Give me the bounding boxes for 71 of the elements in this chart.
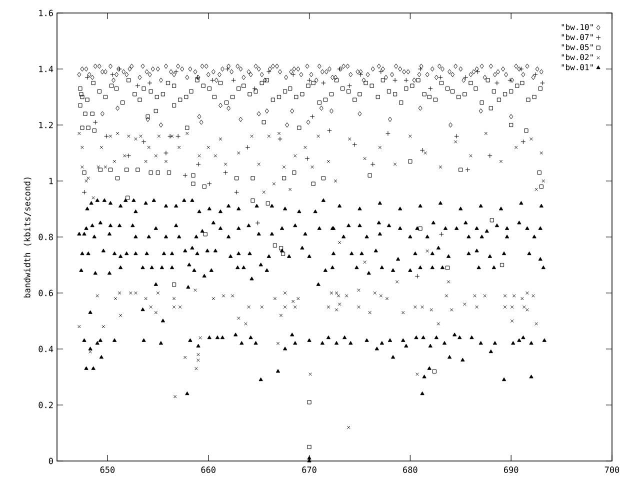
point — [210, 78, 215, 83]
y-tick-label: 1.6 — [39, 10, 53, 16]
x-tick-label: 650 — [100, 466, 115, 473]
y-tick-label: 0.4 — [38, 346, 54, 352]
point — [454, 134, 460, 139]
y-axis-title: bandwidth (kbits/second) — [24, 178, 32, 298]
point — [494, 80, 500, 86]
point — [347, 83, 352, 88]
point — [306, 78, 312, 83]
point — [174, 69, 179, 74]
point — [168, 134, 172, 139]
point — [92, 120, 98, 125]
point — [234, 190, 240, 195]
point — [196, 162, 201, 167]
y-tick-label: 1.2 — [39, 122, 53, 128]
point — [182, 172, 188, 178]
point — [463, 74, 468, 80]
point — [520, 139, 526, 144]
point — [465, 167, 470, 172]
point — [176, 134, 181, 139]
point — [358, 72, 364, 78]
point — [255, 220, 260, 226]
point — [378, 69, 384, 74]
y-tick-label: 0 — [48, 458, 53, 464]
point — [386, 130, 390, 136]
point — [225, 66, 230, 72]
point — [104, 134, 109, 139]
x-tick-label: 660 — [201, 466, 216, 473]
y-tick-label: 0.8 — [38, 234, 53, 240]
point — [438, 74, 443, 80]
point — [206, 181, 212, 186]
point — [266, 69, 272, 74]
point — [404, 78, 409, 83]
point — [487, 153, 492, 158]
point — [231, 78, 236, 83]
y-tick-label: 1.4 — [39, 66, 54, 72]
x-tick-label: 700 — [604, 466, 620, 473]
point — [428, 86, 433, 92]
y-tick-label: 0.2 — [38, 402, 53, 408]
x-tick-label: 670 — [302, 466, 316, 473]
point — [164, 150, 168, 156]
point — [82, 190, 87, 195]
point — [117, 66, 122, 72]
point — [147, 80, 152, 86]
point — [126, 153, 132, 158]
point — [392, 78, 398, 83]
point — [352, 142, 358, 148]
point — [135, 83, 140, 88]
point — [439, 232, 444, 237]
point — [532, 72, 538, 78]
point — [290, 72, 296, 78]
point — [370, 162, 376, 167]
point — [414, 274, 420, 279]
point — [337, 66, 342, 72]
point — [508, 78, 513, 83]
x-tick-label: 690 — [504, 466, 518, 473]
point — [223, 170, 228, 176]
point — [141, 139, 146, 144]
point — [304, 156, 310, 162]
point — [540, 80, 545, 86]
x-tick-label: 680 — [403, 466, 418, 473]
point — [475, 69, 480, 74]
point — [84, 74, 90, 80]
y-tick-label: 0.6 — [38, 290, 53, 296]
point — [320, 80, 326, 86]
y-tick-label: 1 — [49, 178, 53, 184]
point — [327, 128, 332, 134]
point — [245, 144, 250, 150]
point — [278, 136, 282, 142]
point — [310, 114, 315, 120]
point — [420, 148, 425, 153]
